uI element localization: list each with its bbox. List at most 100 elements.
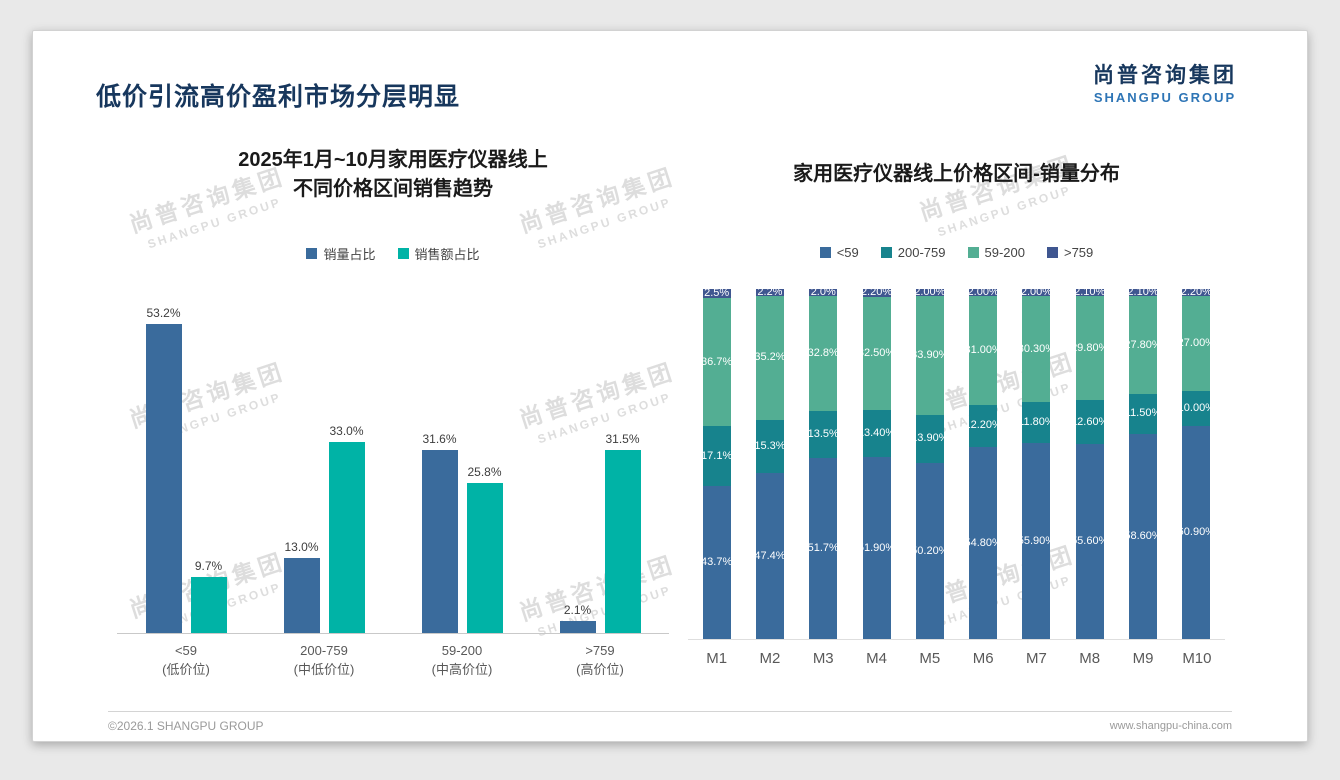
bar: [604, 450, 641, 633]
legend-marker: [1046, 247, 1058, 258]
bar-segment: 15.3%: [754, 419, 786, 474]
bar-segment: 60.90%: [1178, 425, 1215, 639]
segment-value-label: 36.7%: [701, 355, 733, 368]
stacked-bar: 2.00% 30.30% 11.80% 55.90%: [1018, 287, 1055, 639]
segment-value-label: 2.00%: [967, 286, 999, 299]
segment-value-label: 11.80%: [1018, 416, 1055, 429]
stacked-bar: 2.10% 29.80% 12.60% 55.60%: [1071, 285, 1108, 639]
logo-english-text: SHANGPU GROUP: [1093, 90, 1237, 105]
segment-value-label: 50.20%: [911, 544, 949, 557]
segment-value-label: 2.2%: [757, 286, 783, 299]
segment-value-label: 51.7%: [807, 542, 839, 555]
segment-value-label: 12.60%: [1071, 415, 1109, 428]
bar-segment: 32.50%: [858, 296, 895, 411]
bar-segment: 30.30%: [1018, 296, 1055, 403]
segment-value-label: 54.80%: [964, 536, 1002, 549]
bar-value-label: 31.5%: [605, 432, 640, 447]
segment-value-label: 2.20%: [860, 286, 893, 299]
bar-segment: 47.4%: [754, 473, 786, 639]
bar-value-label: 53.2%: [146, 306, 181, 321]
bar-segment: 12.20%: [964, 404, 1002, 448]
bar: [421, 449, 458, 633]
legend-label: >759: [1063, 245, 1094, 260]
left-chart-title-line2: 不同价格区间销售趋势: [293, 178, 493, 200]
bar-segment: 13.5%: [807, 410, 839, 459]
x-axis-label: M10: [1182, 650, 1212, 667]
segment-value-label: 2.5%: [704, 286, 730, 299]
bar-segment: 29.80%: [1071, 296, 1108, 401]
right-chart-title: 家用医疗仪器线上价格区间-销量分布: [793, 163, 1120, 185]
bar-group: 13.0% 33.0%: [255, 424, 393, 633]
segment-value-label: 47.4%: [754, 549, 786, 562]
x-axis-label-line1: 200-759: [300, 643, 348, 658]
bar-segment: 27.80%: [1124, 296, 1162, 394]
bar-value-label: 13.0%: [284, 539, 319, 554]
grouped-bar-chart: 2025年1月~10月家用医疗仪器线上 不同价格区间销售趋势 销量占比 销售额占比…: [103, 146, 683, 680]
stacked-bar: 2.2% 35.2% 15.3% 47.4%: [754, 286, 786, 639]
segment-value-label: 2.0%: [810, 286, 836, 299]
bar: [466, 483, 503, 633]
legend-label: 销售额占比: [414, 247, 480, 262]
footer-divider: [108, 711, 1232, 712]
bar-wrap: 53.2%: [145, 306, 182, 633]
segment-value-label: 33.90%: [911, 348, 949, 361]
bar-segment: 2.20%: [860, 286, 893, 299]
bar-group: 31.6% 25.8%: [393, 432, 531, 633]
segment-value-label: 15.3%: [754, 439, 786, 452]
segment-value-label: 13.90%: [911, 432, 949, 445]
stacked-bar: 2.00% 31.00% 12.20% 54.80%: [964, 286, 1002, 639]
segment-value-label: 32.50%: [857, 347, 896, 360]
x-axis-label: M5: [919, 650, 941, 667]
bar-segment: 31.00%: [964, 296, 1002, 405]
x-axis-label: M1: [706, 650, 728, 667]
left-chart-legend: 销量占比 销售额占比: [103, 244, 683, 263]
bar-value-label: 2.1%: [563, 602, 592, 617]
x-axis-label: <59 (低价位): [117, 642, 255, 680]
bar-group: 2.1% 31.5%: [531, 432, 669, 633]
right-chart-x-axis: M1 M2 M3 M4 M5 M6 M7 M8 M9 M10: [688, 650, 1225, 667]
bar-segment: 55.90%: [1018, 443, 1055, 639]
x-axis-label-line2: (中高价位): [431, 661, 493, 677]
segment-value-label: 32.8%: [807, 346, 839, 359]
bar-value-label: 31.6%: [422, 431, 457, 446]
bar-group: 53.2% 9.7%: [117, 306, 255, 633]
stacked-bar: 2.20% 27.00% 10.00% 60.90%: [1178, 287, 1215, 639]
legend-label: <59: [836, 245, 859, 260]
bar-segment: 2.0%: [809, 286, 838, 299]
bar-segment: 33.90%: [911, 296, 948, 415]
segment-value-label: 27.80%: [1124, 338, 1162, 351]
x-axis-label: >759 (高价位): [531, 642, 669, 680]
bar-segment: 58.60%: [1124, 433, 1162, 639]
bar: [190, 576, 227, 633]
bar-segment: 55.60%: [1071, 444, 1108, 639]
segment-value-label: 2.00%: [914, 286, 946, 299]
stacked-bar: 2.00% 33.90% 13.90% 50.20%: [911, 286, 948, 639]
bar-segment: 51.90%: [858, 457, 895, 639]
legend-item: 59-200: [967, 245, 1025, 260]
x-axis-label-line2: (中低价位): [293, 661, 355, 677]
segment-value-label: 27.00%: [1177, 337, 1215, 350]
stacked-bar: 2.5% 36.7% 17.1% 43.7%: [701, 286, 733, 639]
segment-value-label: 10.00%: [1177, 401, 1215, 414]
x-axis-label: 59-200 (中高价位): [393, 642, 531, 680]
legend-marker: [967, 247, 979, 258]
bar-segment: 54.80%: [964, 447, 1002, 639]
bar-wrap: 9.7%: [190, 559, 227, 633]
bar-segment: 17.1%: [701, 426, 732, 487]
segment-value-label: 13.5%: [807, 427, 839, 440]
x-axis-label: M2: [759, 650, 781, 667]
bar-value-label: 25.8%: [467, 465, 502, 480]
bar-segment: 2.00%: [914, 286, 946, 299]
segment-value-label: 11.50%: [1124, 407, 1162, 420]
bar-wrap: 31.6%: [421, 431, 458, 633]
segment-value-label: 2.10%: [1074, 285, 1106, 298]
bar-segment: 11.80%: [1018, 402, 1055, 444]
legend-marker: [880, 247, 892, 258]
slide-title: 低价引流高价盈利市场分层明显: [96, 83, 461, 111]
bar-value-label: 33.0%: [329, 423, 364, 438]
left-chart-x-axis: <59 (低价位) 200-759 (中低价位) 59-200 (中高价位) >759 (高价…: [117, 642, 669, 680]
bar: [283, 557, 320, 633]
segment-value-label: 60.90%: [1177, 525, 1215, 538]
bar-segment: 2.00%: [967, 286, 999, 299]
x-axis-label-line1: 59-200: [441, 643, 483, 658]
